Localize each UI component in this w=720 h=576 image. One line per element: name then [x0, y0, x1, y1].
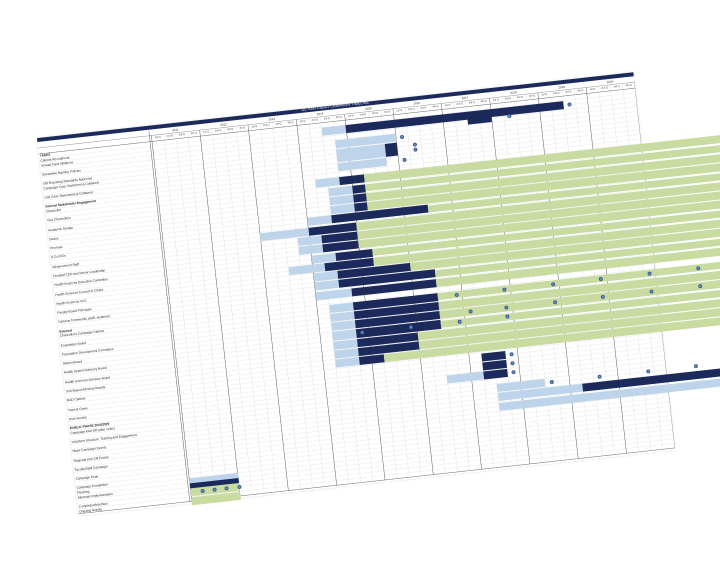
- grid-line: [67, 350, 665, 418]
- milestone-dot: [502, 287, 507, 292]
- grid-line: [75, 420, 672, 487]
- grid-line: [284, 120, 325, 487]
- grid-line: [74, 410, 671, 478]
- grid-line: [76, 429, 673, 496]
- grid-line: [259, 123, 301, 490]
- grid-line: [247, 124, 289, 491]
- milestone-dot: [550, 281, 556, 287]
- grid-line: [40, 101, 637, 168]
- dark-timeline-bar: [385, 147, 399, 158]
- grid-line: [67, 346, 664, 413]
- grid-line: [58, 263, 655, 330]
- grid-line: [72, 392, 669, 459]
- dark-timeline-bar: [353, 193, 367, 203]
- grid-line: [211, 128, 253, 495]
- grid-line: [77, 438, 674, 505]
- grid-line: [44, 138, 641, 205]
- grid-line: [163, 134, 204, 500]
- grid-line: [73, 406, 671, 473]
- grid-line: [453, 102, 494, 468]
- grid-line: [380, 110, 422, 476]
- grid-line: [69, 369, 667, 436]
- grid-line: [66, 337, 663, 404]
- grid-line: [404, 107, 446, 474]
- milestone-dot: [236, 484, 242, 489]
- grid-line: [73, 401, 670, 468]
- milestone-dot: [694, 363, 699, 369]
- grid-line: [66, 341, 664, 408]
- milestone-dot: [453, 292, 459, 297]
- grid-line: [78, 447, 675, 514]
- milestone-dot: [647, 271, 652, 276]
- grid-line: [440, 103, 482, 470]
- grid-line: [272, 122, 313, 488]
- grid-line: [72, 397, 670, 464]
- grid-line: [69, 364, 666, 431]
- grid-line: [199, 130, 241, 496]
- grid-line: [223, 127, 265, 494]
- grid-line: [38, 87, 636, 155]
- grid-line: [38, 82, 635, 149]
- grid-line: [235, 126, 277, 492]
- grid-line: [368, 111, 410, 478]
- grid-line: [68, 355, 665, 422]
- grid-line: [74, 415, 672, 482]
- grid-line: [392, 108, 434, 475]
- grid-line: [429, 104, 470, 471]
- grid-line: [416, 106, 458, 472]
- milestone-dot: [549, 379, 554, 385]
- grid-line: [175, 132, 217, 499]
- campaign-timeline-sheet: UC SAN DIEGO CAMPAIGN TIMELINE 2011 1st Q…: [36, 72, 720, 516]
- milestone-dot: [509, 351, 514, 357]
- milestone-dot: [200, 488, 206, 493]
- grid-line: [68, 360, 666, 427]
- grid-line: [332, 115, 374, 482]
- milestone-dot: [695, 265, 700, 271]
- grid-line: [296, 119, 337, 486]
- grid-line: [308, 118, 349, 484]
- grid-line: [65, 332, 663, 399]
- dark-timeline-bar: [354, 202, 368, 212]
- grid-line: [77, 443, 675, 510]
- dark-timeline-bar: [352, 183, 366, 194]
- grid-line: [151, 135, 192, 502]
- grid-line: [75, 424, 673, 491]
- grid-line: [148, 130, 190, 502]
- grid-line: [356, 112, 398, 479]
- grid-line: [76, 433, 674, 501]
- grid-line: [187, 131, 229, 498]
